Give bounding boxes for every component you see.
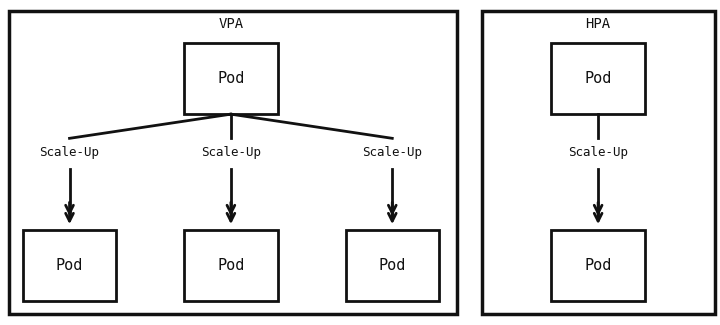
Bar <box>346 230 439 301</box>
Text: Pod: Pod <box>585 71 612 86</box>
Text: Pod: Pod <box>585 258 612 273</box>
Text: HPA: HPA <box>585 17 611 31</box>
Bar <box>184 230 277 301</box>
Bar <box>482 11 715 314</box>
Bar <box>184 43 277 114</box>
Text: Scale-Up: Scale-Up <box>568 146 628 159</box>
Bar <box>9 11 456 314</box>
Text: Pod: Pod <box>379 258 406 273</box>
Text: Scale-Up: Scale-Up <box>362 146 422 159</box>
Bar <box>552 43 644 114</box>
Bar <box>23 230 116 301</box>
Text: VPA: VPA <box>218 17 243 31</box>
Text: Scale-Up: Scale-Up <box>40 146 99 159</box>
Text: Pod: Pod <box>217 71 245 86</box>
Bar <box>552 230 644 301</box>
Text: Scale-Up: Scale-Up <box>201 146 261 159</box>
Text: Pod: Pod <box>217 258 245 273</box>
Text: Pod: Pod <box>56 258 84 273</box>
